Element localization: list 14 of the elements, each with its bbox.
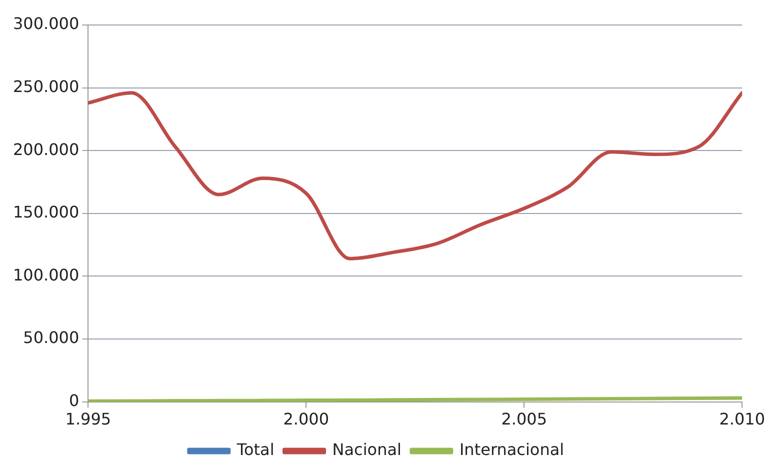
y-tick-label: 0	[68, 390, 80, 410]
x-tick-label: 1.995	[65, 410, 112, 429]
y-tick-label: 300.000	[12, 14, 80, 34]
y-tick-label: 50.000	[23, 328, 80, 348]
x-tick-label: 2.010	[719, 410, 766, 429]
y-tick-label: 200.000	[12, 140, 80, 159]
x-tick-label: 2.000	[283, 410, 330, 429]
legend-label: Internacional	[459, 440, 564, 460]
legend-label: Nacional	[332, 440, 402, 460]
y-tick-label: 150.000	[12, 202, 80, 222]
x-tick-label: 2.005	[501, 410, 548, 429]
legend-label: Total	[236, 440, 274, 460]
y-tick-label: 250.000	[12, 76, 80, 96]
y-tick-label: 100.000	[12, 265, 80, 284]
